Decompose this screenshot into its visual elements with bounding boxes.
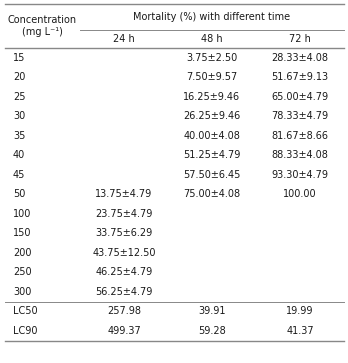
Text: 51.25±4.79: 51.25±4.79 xyxy=(183,150,241,160)
Text: 300: 300 xyxy=(13,287,31,297)
Text: 30: 30 xyxy=(13,111,25,121)
Text: 200: 200 xyxy=(13,248,32,258)
Text: 499.37: 499.37 xyxy=(107,326,141,336)
Text: 16.25±9.46: 16.25±9.46 xyxy=(183,92,240,102)
Text: 19.99: 19.99 xyxy=(286,306,314,316)
Text: 23.75±4.79: 23.75±4.79 xyxy=(95,209,153,219)
Text: 75.00±4.08: 75.00±4.08 xyxy=(183,189,240,199)
Text: 250: 250 xyxy=(13,267,32,277)
Text: 150: 150 xyxy=(13,228,32,238)
Text: 33.75±6.29: 33.75±6.29 xyxy=(95,228,153,238)
Text: LC50: LC50 xyxy=(13,306,38,316)
Text: 40.00±4.08: 40.00±4.08 xyxy=(183,131,240,141)
Text: 45: 45 xyxy=(13,170,25,180)
Text: 41.37: 41.37 xyxy=(286,326,314,336)
Text: 65.00±4.79: 65.00±4.79 xyxy=(271,92,329,102)
Text: 39.91: 39.91 xyxy=(198,306,226,316)
Text: 51.67±9.13: 51.67±9.13 xyxy=(271,72,329,82)
Text: 40: 40 xyxy=(13,150,25,160)
Text: 48 h: 48 h xyxy=(201,34,223,44)
Text: 78.33±4.79: 78.33±4.79 xyxy=(271,111,329,121)
Text: 35: 35 xyxy=(13,131,25,141)
Text: 43.75±12.50: 43.75±12.50 xyxy=(92,248,156,258)
Text: LC90: LC90 xyxy=(13,326,38,336)
Text: 3.75±2.50: 3.75±2.50 xyxy=(187,53,238,63)
Text: 257.98: 257.98 xyxy=(107,306,141,316)
Text: 100: 100 xyxy=(13,209,31,219)
Text: 57.50±6.45: 57.50±6.45 xyxy=(183,170,241,180)
Text: 28.33±4.08: 28.33±4.08 xyxy=(271,53,329,63)
Text: 13.75±4.79: 13.75±4.79 xyxy=(95,189,153,199)
Text: 46.25±4.79: 46.25±4.79 xyxy=(95,267,153,277)
Text: 59.28: 59.28 xyxy=(198,326,226,336)
Text: Mortality (%) with different time: Mortality (%) with different time xyxy=(133,12,291,22)
Text: 50: 50 xyxy=(13,189,25,199)
Text: 24 h: 24 h xyxy=(113,34,135,44)
Text: 7.50±9.57: 7.50±9.57 xyxy=(187,72,238,82)
Text: 81.67±8.66: 81.67±8.66 xyxy=(271,131,329,141)
Text: 25: 25 xyxy=(13,92,25,102)
Text: 72 h: 72 h xyxy=(289,34,311,44)
Text: 56.25±4.79: 56.25±4.79 xyxy=(95,287,153,297)
Text: 20: 20 xyxy=(13,72,25,82)
Text: 88.33±4.08: 88.33±4.08 xyxy=(271,150,329,160)
Text: 100.00: 100.00 xyxy=(283,189,317,199)
Text: Concentration
(mg L⁻¹): Concentration (mg L⁻¹) xyxy=(8,15,77,37)
Text: 15: 15 xyxy=(13,53,25,63)
Text: 93.30±4.79: 93.30±4.79 xyxy=(271,170,329,180)
Text: 26.25±9.46: 26.25±9.46 xyxy=(183,111,240,121)
